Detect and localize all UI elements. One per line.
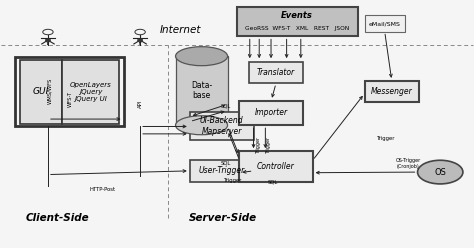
Circle shape [46,39,51,41]
FancyBboxPatch shape [19,60,62,124]
FancyBboxPatch shape [190,112,254,140]
Text: HTTP-Post: HTTP-Post [89,187,115,192]
Text: Messenger: Messenger [371,87,413,96]
Text: Controller: Controller [257,162,295,171]
Text: User-Trigger: User-Trigger [199,166,245,175]
FancyBboxPatch shape [190,160,254,182]
Text: SQL: SQL [220,103,231,108]
FancyBboxPatch shape [365,15,405,31]
Text: WMS/WFS: WMS/WFS [48,78,53,104]
Text: Trigger: Trigger [266,136,271,154]
Circle shape [418,160,463,184]
Text: WFS-T: WFS-T [68,91,73,107]
FancyBboxPatch shape [239,151,313,182]
Text: GeoRSS  WFS-T   XML   REST   JSON: GeoRSS WFS-T XML REST JSON [245,26,349,31]
FancyBboxPatch shape [175,56,228,125]
Text: API: API [137,100,143,108]
Text: Importer: Importer [255,108,288,117]
Text: SQL: SQL [267,180,278,185]
Text: Trigger: Trigger [224,178,243,183]
FancyBboxPatch shape [237,7,357,36]
Text: SQL: SQL [220,161,231,166]
Text: Trigger: Trigger [256,136,261,154]
Text: GUI: GUI [33,88,49,96]
Text: UI-Backend
Mapserver: UI-Backend Mapserver [200,116,244,136]
Text: Events: Events [282,11,313,20]
Text: Translator: Translator [257,68,295,77]
Text: Trigger: Trigger [377,136,395,141]
Text: eMail/SMS: eMail/SMS [369,21,401,26]
Text: Internet: Internet [160,25,201,35]
Circle shape [137,39,143,41]
FancyBboxPatch shape [62,60,119,124]
Text: Server-Side: Server-Side [189,213,257,223]
FancyBboxPatch shape [239,101,303,125]
FancyBboxPatch shape [249,62,303,83]
Ellipse shape [175,47,228,66]
Text: Client-Side: Client-Side [26,213,89,223]
FancyBboxPatch shape [365,81,419,102]
Ellipse shape [175,116,228,135]
Text: OS-Trigger
(Cronjob): OS-Trigger (Cronjob) [395,158,421,169]
Text: Data-
base: Data- base [191,81,212,100]
Text: OS: OS [434,168,446,177]
Text: OpenLayers
JQuery
JQuery UI: OpenLayers JQuery JQuery UI [70,82,111,102]
